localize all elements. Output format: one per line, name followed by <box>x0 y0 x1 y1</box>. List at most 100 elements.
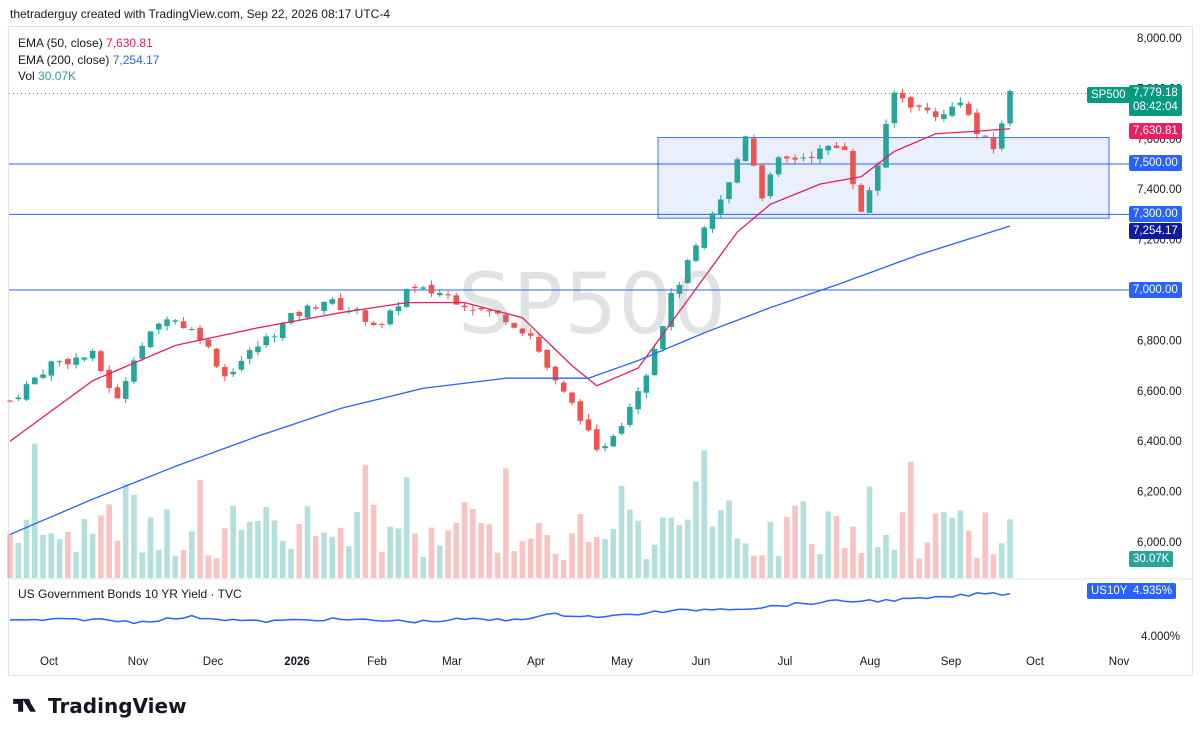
candle-body <box>734 159 741 183</box>
volume-bar <box>858 552 865 578</box>
x-tick-label: Nov <box>128 656 149 668</box>
level-7500-tag: 7,500.00 <box>1129 155 1182 171</box>
volume-bar <box>527 538 534 578</box>
volume-bar <box>428 527 435 578</box>
volume-bar <box>833 516 840 578</box>
volume-bar <box>255 520 261 578</box>
candle-body <box>660 326 666 350</box>
volume-bar <box>916 558 922 578</box>
x-tick-label: Aug <box>860 656 880 668</box>
volume-bar <box>792 505 798 578</box>
volume-bar <box>164 509 170 578</box>
volume-bar <box>511 551 517 578</box>
volume-tag: 30.07K <box>1129 551 1174 567</box>
candle-body <box>808 156 815 158</box>
candle-body <box>618 426 625 434</box>
candle-body <box>246 350 253 359</box>
volume-bar <box>346 546 352 578</box>
x-tick-label: 2026 <box>284 656 310 668</box>
candle-body <box>965 103 972 115</box>
volume-bar <box>65 531 71 578</box>
candle-body <box>817 148 823 160</box>
volume-bar <box>899 512 906 578</box>
candle-body <box>255 346 261 353</box>
candle-body <box>354 308 360 310</box>
volume-bar <box>98 515 104 578</box>
volume-bar <box>172 556 179 578</box>
volume-bar <box>676 525 683 578</box>
candle-body <box>998 123 1005 149</box>
candle-body <box>602 446 608 449</box>
candle-body <box>147 331 154 348</box>
volume-bar <box>908 461 914 578</box>
level-7300-tag: 7,300.00 <box>1129 206 1182 222</box>
volume-bar <box>949 517 955 578</box>
volume-bar <box>312 535 319 578</box>
vol-legend-row[interactable]: Vol 30.07K <box>18 68 159 85</box>
chart-header: thetraderguy created with TradingView.co… <box>10 7 390 21</box>
candle-body <box>189 329 195 331</box>
candle-body <box>726 182 732 200</box>
candle-body <box>775 157 782 175</box>
candle-body <box>519 328 526 334</box>
candle-body <box>784 156 790 159</box>
candle-body <box>106 369 112 389</box>
volume-bar <box>106 504 112 578</box>
ema200-tag: 7,254.17 <box>1129 223 1182 239</box>
candle-body <box>949 106 955 116</box>
volume-bar <box>180 550 187 578</box>
candle-body <box>684 260 691 283</box>
volume-bar <box>7 533 13 578</box>
candle-body <box>792 157 798 160</box>
volume-bar <box>420 556 427 578</box>
candle-body <box>767 174 774 197</box>
volume-bar <box>222 528 228 578</box>
volume-bar <box>436 545 443 578</box>
candle-body <box>883 123 889 168</box>
candle-body <box>213 348 220 367</box>
candle-body <box>139 345 146 359</box>
candle-body <box>899 93 906 99</box>
volume-bar <box>271 520 278 578</box>
volume-bar <box>974 557 980 578</box>
ema50-label: EMA (50, close) <box>18 36 103 50</box>
candle-body <box>420 287 427 289</box>
candle-body <box>717 199 724 215</box>
volume-bar <box>205 555 212 578</box>
candle-body <box>759 165 765 199</box>
volume-bar <box>850 526 856 578</box>
volume-bar <box>230 505 236 578</box>
candle-body <box>552 366 559 381</box>
volume-bar <box>362 464 369 578</box>
tradingview-brand[interactable]: TradingView <box>12 694 187 718</box>
volume-bar <box>403 477 410 578</box>
candle-body <box>40 374 46 378</box>
ema200-legend-row[interactable]: EMA (200, close) 7,254.17 <box>18 52 159 69</box>
volume-bar <box>618 485 625 578</box>
volume-bar <box>31 443 38 578</box>
y-tick-label: 6,000.00 <box>1137 537 1182 549</box>
candle-body <box>412 286 418 289</box>
x-tick-label: Nov <box>1109 656 1130 668</box>
candle-body <box>23 384 30 400</box>
candle-body <box>122 381 129 399</box>
candle-body <box>73 357 79 365</box>
candle-body <box>916 105 922 107</box>
volume-bar <box>81 519 88 578</box>
x-tick-label: Oct <box>1026 656 1045 668</box>
ema200-label: EMA (200, close) <box>18 52 110 67</box>
volume-bar <box>941 512 947 578</box>
candle-body <box>668 293 674 328</box>
volume-bar <box>775 556 782 578</box>
ema50-legend-row[interactable]: EMA (50, close) 7,630.81 <box>18 35 159 52</box>
candle-body <box>560 382 567 392</box>
candle-body <box>676 284 683 294</box>
x-tick-label: Jun <box>692 656 711 668</box>
candle-body <box>164 319 170 327</box>
candle-body <box>742 136 749 161</box>
candle-body <box>362 310 369 322</box>
volume-bar <box>246 521 253 578</box>
volume-bar <box>734 538 741 578</box>
candle-body <box>1007 91 1013 124</box>
